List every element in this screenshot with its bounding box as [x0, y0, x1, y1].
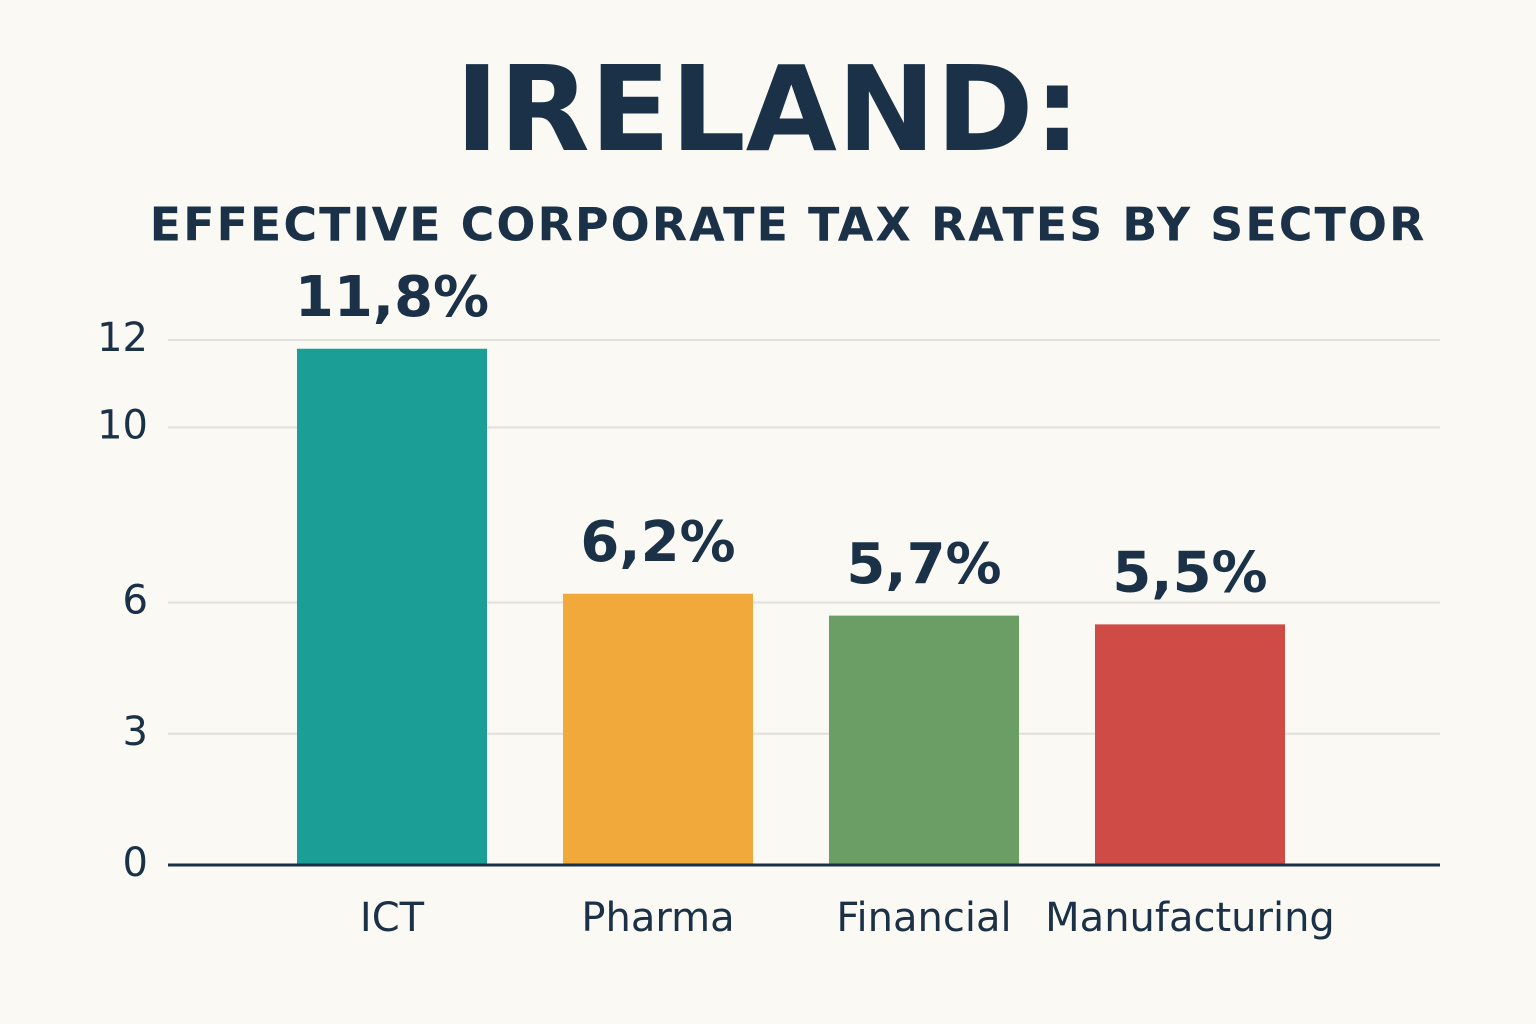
y-tick-label: 12 [97, 315, 148, 361]
x-tick-label: Financial [836, 895, 1011, 941]
x-tick-label: ICT [360, 895, 425, 941]
x-tick-label: Manufacturing [1045, 895, 1335, 941]
y-tick-label: 0 [123, 840, 148, 886]
bar [563, 593, 753, 865]
value-label: 5,7% [846, 532, 1001, 597]
y-tick-label: 3 [123, 709, 148, 755]
x-tick-label: Pharma [581, 895, 734, 941]
value-label: 11,8% [295, 265, 489, 330]
y-tick-label: 6 [123, 578, 148, 624]
value-label: 5,5% [1112, 541, 1267, 606]
bar [1095, 624, 1285, 865]
bar [829, 615, 1019, 865]
value-label: 6,2% [580, 510, 735, 575]
y-tick-label: 10 [97, 403, 148, 449]
bar [297, 348, 487, 865]
chart-title: IRELAND: [455, 40, 1081, 178]
y-tick-label: 6 [123, 578, 148, 624]
chart-subtitle: EFFECTIVE CORPORATE TAX RATES BY SECTOR [150, 198, 1427, 252]
